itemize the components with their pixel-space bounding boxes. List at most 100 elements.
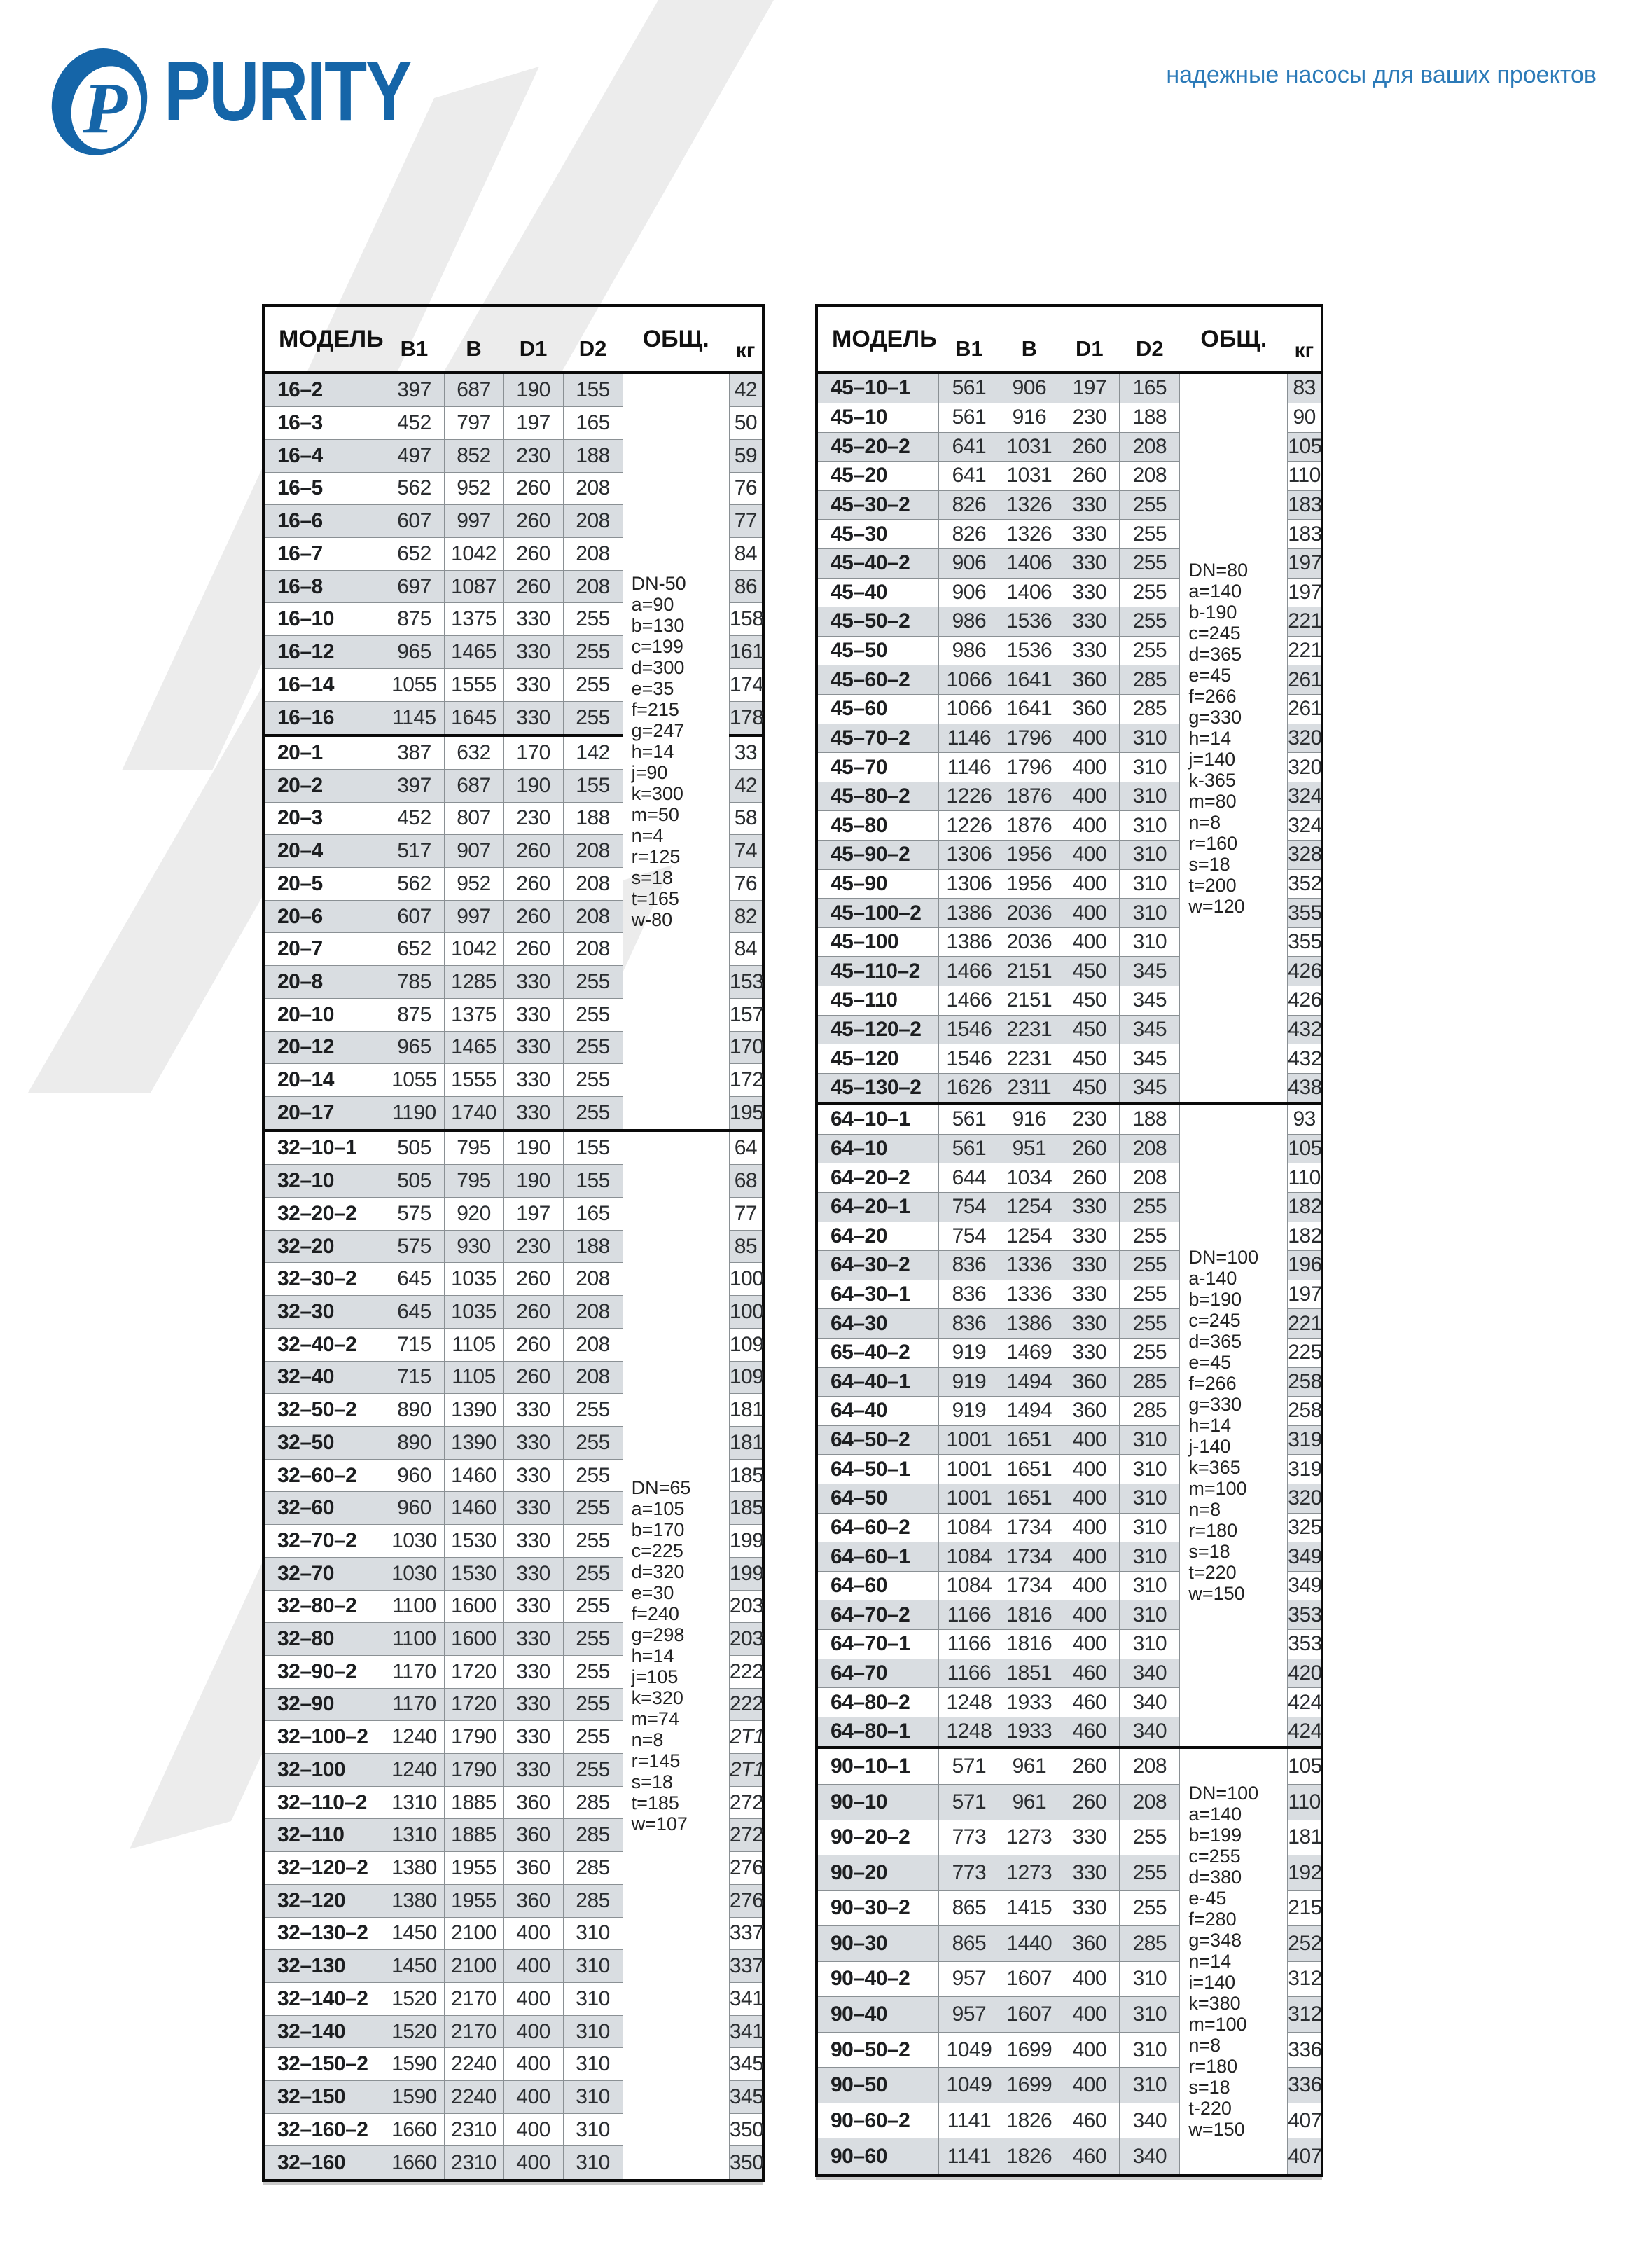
- d2-cell: 208: [562, 899, 623, 934]
- weight-cell: 337: [728, 1949, 764, 1983]
- d1-cell: 260: [503, 471, 564, 506]
- d1-cell: 330: [503, 1622, 564, 1656]
- weight-cell: 93: [1287, 1102, 1323, 1135]
- b-cell: 1641: [999, 665, 1060, 695]
- b1-cell: 561: [938, 1102, 1000, 1135]
- b-cell: 1790: [443, 1753, 504, 1787]
- weight-cell: 174: [728, 668, 764, 702]
- d1-cell: 260: [1059, 1783, 1120, 1820]
- model-cell: 32–120: [263, 1883, 385, 1918]
- model-cell: 45–110–2: [816, 956, 940, 987]
- d1-cell: 260: [503, 504, 564, 539]
- d2-cell: 310: [1119, 781, 1181, 812]
- model-cell: 45–20–2: [816, 431, 940, 462]
- b-cell: 1285: [443, 965, 504, 999]
- header-row: МОДЕЛЬ B1 B D1 D2 ОБЩ. кг: [816, 305, 1322, 374]
- b1-cell: 397: [384, 372, 445, 408]
- d2-cell: 255: [1119, 577, 1181, 608]
- b-cell: 1555: [443, 668, 504, 702]
- model-cell: 45–10: [816, 402, 940, 433]
- b1-cell: 562: [384, 867, 445, 901]
- d1-cell: 190: [503, 1129, 564, 1166]
- model-cell: 32–90: [263, 1687, 385, 1722]
- b1-cell: 1001: [938, 1454, 1000, 1484]
- model-cell: 32–150–2: [263, 2047, 385, 2082]
- table-row: 32–20 575 930 230 188 85: [263, 1229, 764, 1264]
- b-cell: 687: [443, 372, 504, 408]
- d2-cell: 310: [562, 2014, 623, 2049]
- b1-cell: 906: [938, 577, 1000, 608]
- d2-cell: 165: [562, 406, 623, 440]
- b-cell: 916: [999, 402, 1060, 433]
- weight-cell: 258: [1287, 1396, 1323, 1426]
- weight-cell: 276: [728, 1883, 764, 1918]
- d2-cell: 310: [1119, 1542, 1181, 1572]
- d2-cell: 255: [562, 602, 623, 637]
- d1-cell: 330: [503, 965, 564, 999]
- weight-cell: 320: [1287, 752, 1323, 782]
- table-row: 90–60 1141 1826 460 340 407: [816, 2138, 1323, 2176]
- model-cell: 65–40–2: [816, 1337, 940, 1368]
- b-cell: 1440: [999, 1925, 1060, 1962]
- d1-cell: 230: [503, 438, 564, 473]
- b-cell: 1530: [443, 1524, 504, 1558]
- table-row: 16–2 397 687 190 155 DN-50 a=90 b=130 c=199 d=300…: [263, 372, 764, 1131]
- model-cell: 90–40: [816, 1996, 940, 2033]
- table-row: 16–10 875 1375 330 255 158: [263, 602, 764, 637]
- d1-cell: 360: [1059, 693, 1120, 724]
- d2-cell: 255: [562, 1491, 623, 1526]
- weight-cell: 84: [728, 537, 764, 571]
- d2-cell: 208: [1119, 1783, 1181, 1820]
- b-cell: 1885: [443, 1818, 504, 1853]
- d2-cell: 188: [1119, 1102, 1181, 1135]
- model-cell: 16–3: [263, 406, 385, 440]
- b-cell: 1734: [999, 1570, 1060, 1601]
- table-row: 64–70–2 1166 1816 400 310 353: [816, 1600, 1323, 1631]
- d1-cell: 400: [1059, 723, 1120, 754]
- d2-cell: 255: [1119, 1890, 1181, 1927]
- model-cell: 20–12: [263, 1030, 385, 1065]
- b1-cell: 826: [938, 519, 1000, 549]
- weight-cell: 109: [728, 1327, 764, 1362]
- table-row: 64–30–2 836 1336 330 255 196: [816, 1250, 1323, 1280]
- d2-cell: 310: [1119, 1484, 1181, 1514]
- table-row: 45–80–2 1226 1876 400 310 324: [816, 781, 1323, 812]
- d2-cell: 255: [562, 1589, 623, 1624]
- dn-spec-block: DN-50 a=90 b=130 c=199 d=300 e=35 f=215 g=247 h=…: [622, 372, 730, 1131]
- b-cell: 1406: [999, 577, 1060, 608]
- b-cell: 2100: [443, 1916, 504, 1951]
- dn-spec-block: DN=80 a=140 b-190 c=245 d=365 e=45 f=266 g=330 h…: [1179, 372, 1288, 1105]
- table-row: 45–70–2 1146 1796 400 310 320: [816, 723, 1323, 754]
- model-cell: 16–12: [263, 635, 385, 669]
- d2-cell: 340: [1119, 2138, 1181, 2176]
- table-row: 20–1 387 632 170 142 33: [263, 733, 764, 770]
- weight-cell: 110: [1287, 461, 1323, 491]
- weight-cell: 312: [1287, 1961, 1323, 1998]
- weight-cell: 153: [728, 965, 764, 999]
- model-cell: 32–30: [263, 1295, 385, 1329]
- b-cell: 2170: [443, 2014, 504, 2049]
- model-cell: 90–30: [816, 1925, 940, 1962]
- b-cell: 2170: [443, 1982, 504, 2016]
- model-cell: 64–30: [816, 1308, 940, 1339]
- col-header-d2: D2: [1119, 305, 1180, 374]
- weight-cell: 355: [1287, 927, 1323, 957]
- b1-cell: 1466: [938, 956, 1000, 987]
- model-cell: 32–70: [263, 1556, 385, 1591]
- table-row: 32–60 960 1460 330 255 185: [263, 1491, 764, 1526]
- model-cell: 32–30–2: [263, 1262, 385, 1297]
- table-row: 90–20 773 1273 330 255 192: [816, 1855, 1323, 1891]
- model-cell: 32–160–2: [263, 2113, 385, 2147]
- b1-cell: 652: [384, 932, 445, 967]
- d1-cell: 400: [1059, 1570, 1120, 1601]
- b1-cell: 575: [384, 1229, 445, 1264]
- d1-cell: 400: [1059, 810, 1120, 841]
- d1-cell: 330: [503, 1030, 564, 1065]
- d2-cell: 188: [562, 438, 623, 473]
- weight-cell: 225: [1287, 1337, 1323, 1368]
- d1-cell: 400: [503, 1982, 564, 2016]
- b-cell: 1336: [999, 1279, 1060, 1310]
- d2-cell: 255: [562, 1622, 623, 1656]
- d2-cell: 255: [562, 1687, 623, 1722]
- model-cell: 32–70–2: [263, 1524, 385, 1558]
